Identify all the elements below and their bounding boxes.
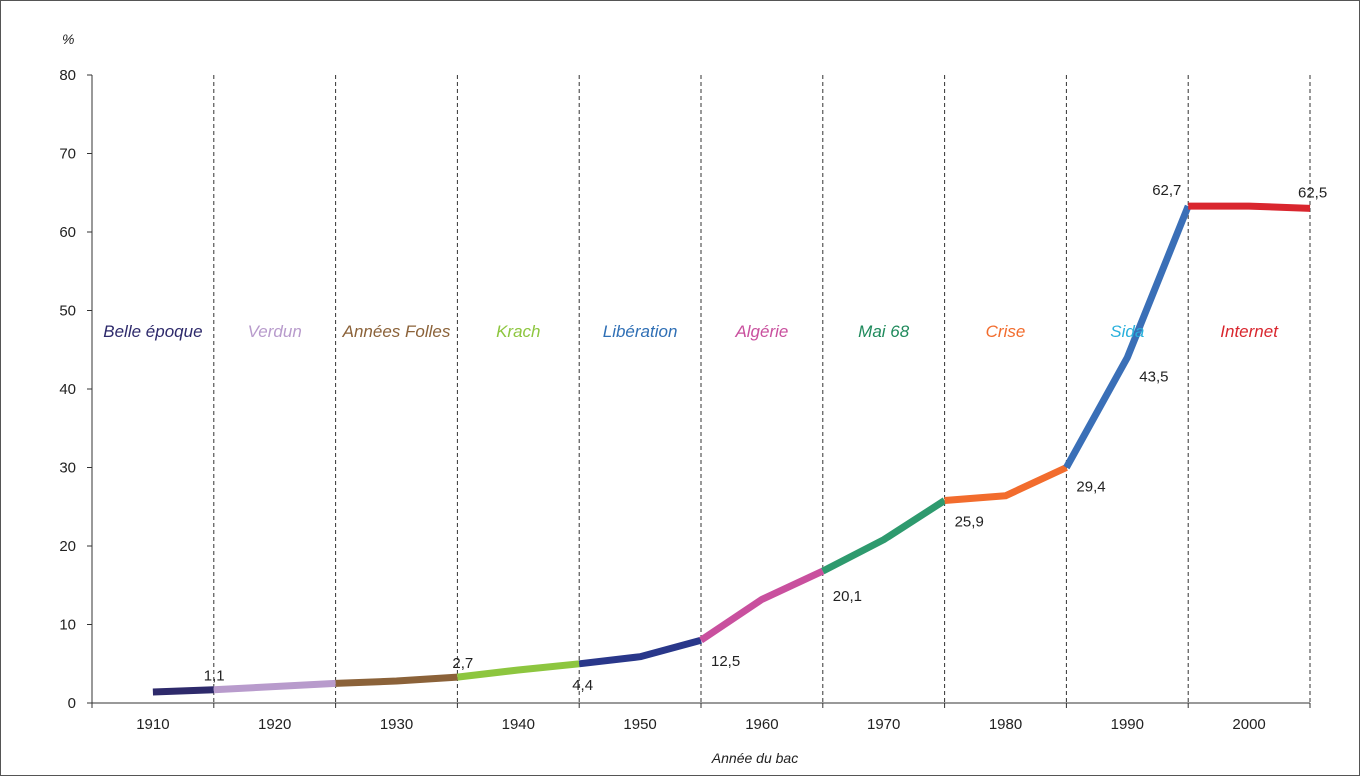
period-label: Libération [603,322,678,341]
x-tick-label: 1930 [380,716,413,733]
y-tick-label: 40 [59,381,76,398]
series-line-period [821,497,947,575]
y-tick-label: 0 [68,695,76,712]
decade-separators [213,75,1311,703]
period-label: Algérie [734,322,788,341]
series-line-period [699,567,825,644]
data-labels: 1,1 2,7 4,4 12,5 20,1 25,9 29,4 43,5 62,7 62,5 [204,182,1327,694]
y-tick-label: 50 [59,303,76,320]
period-label: Années Folles [342,322,451,341]
period-label: Verdun [248,322,302,341]
series-line-period [1188,202,1311,212]
period-label: Mai 68 [858,322,910,341]
series-line-period [1063,204,1192,470]
data-label: 4,4 [572,677,593,694]
x-tick-label: 1960 [745,716,778,733]
series-line-period [944,464,1068,504]
y-tick-label: 20 [59,538,76,555]
y-tick-label: 80 [59,67,76,84]
data-label: 2,7 [452,655,473,672]
series-line-period [335,673,458,687]
x-tick-label: 1980 [989,716,1022,733]
period-label: Internet [1220,322,1279,341]
data-label: 12,5 [711,653,740,670]
series-line-period [578,636,702,668]
series-line-period [213,679,336,694]
x-tick-label: 1910 [136,716,169,733]
data-label: 25,9 [955,513,984,530]
x-axis-title: Année du bac [711,750,798,766]
x-tick-label: 1920 [258,716,291,733]
series-line-period [456,660,580,681]
data-label: 62,7 [1152,182,1181,199]
y-axis-title: % [62,31,74,47]
x-tick-label: 1940 [502,716,535,733]
period-label: Crise [986,322,1026,341]
period-labels: Belle époque Verdun Années Folles Krach Libé… [103,322,1279,341]
y-axis-ticks: 0 10 20 30 40 50 60 70 80 [59,67,92,712]
y-tick-label: 30 [59,460,76,477]
data-label: 20,1 [833,588,862,605]
x-tick-label: 2000 [1232,716,1265,733]
period-label: Belle époque [103,322,202,341]
period-label: Krach [496,322,540,341]
period-lines [152,202,1311,696]
data-label: 1,1 [204,668,225,685]
x-tick-label: 1950 [623,716,656,733]
data-label: 29,4 [1076,479,1105,496]
y-tick-label: 10 [59,617,76,634]
data-label: 62,5 [1298,184,1327,201]
y-tick-label: 70 [59,146,76,163]
period-label: Sida [1110,322,1144,341]
data-label: 43,5 [1139,369,1168,386]
x-axis-ticks: 1910 1920 1930 1940 1950 1960 1970 1980 1990 2000 [91,703,1311,733]
y-tick-label: 60 [59,224,76,241]
x-tick-label: 1970 [867,716,900,733]
series-line-period [152,686,214,696]
x-tick-label: 1990 [1111,716,1144,733]
